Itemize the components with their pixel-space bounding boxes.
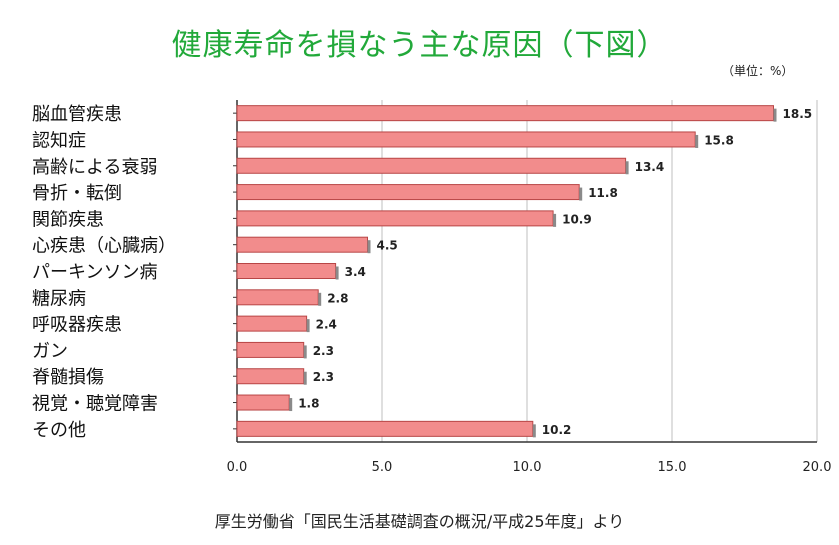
bar-shadow bbox=[532, 424, 536, 438]
category-label: ガン bbox=[32, 341, 68, 362]
category-label: 心疾患（心臓病） bbox=[32, 236, 176, 257]
bar-shadow bbox=[773, 108, 777, 122]
data-label: 2.3 bbox=[313, 370, 334, 384]
category-label: 骨折・転倒 bbox=[32, 183, 122, 204]
data-label: 18.5 bbox=[783, 107, 813, 121]
x-tick-label: 15.0 bbox=[658, 460, 687, 475]
data-label: 4.5 bbox=[377, 239, 398, 253]
bar-shadow bbox=[318, 292, 322, 306]
x-tick-label: 20.0 bbox=[803, 460, 832, 475]
bar bbox=[236, 157, 627, 174]
bar bbox=[236, 368, 305, 385]
category-label: 脳血管疾患 bbox=[32, 104, 122, 125]
bar-shadow bbox=[306, 319, 310, 333]
category-label: 高齢による衰弱 bbox=[32, 157, 157, 178]
category-label: 関節疾患 bbox=[32, 209, 104, 230]
bar-shadow bbox=[335, 266, 339, 280]
category-label: 視覚・聴覚障害 bbox=[32, 394, 158, 415]
bar bbox=[236, 420, 534, 437]
bar bbox=[236, 210, 554, 227]
bar-shadow bbox=[289, 398, 293, 412]
bar-shadow bbox=[579, 187, 583, 201]
bar bbox=[236, 289, 319, 306]
bar bbox=[236, 315, 308, 332]
bar bbox=[236, 263, 337, 279]
data-label: 2.3 bbox=[313, 344, 334, 358]
data-label: 15.8 bbox=[704, 133, 734, 147]
data-label: 1.8 bbox=[298, 397, 319, 411]
bar-shadow bbox=[303, 345, 307, 359]
data-label: 10.9 bbox=[562, 212, 592, 226]
category-label: その他 bbox=[32, 420, 86, 441]
unit-note: （単位：%） bbox=[722, 64, 794, 78]
bar-shadow bbox=[625, 161, 629, 175]
category-label: パーキンソン病 bbox=[32, 262, 157, 283]
bar bbox=[236, 131, 696, 148]
data-label: 2.8 bbox=[327, 291, 348, 305]
category-label: 脊髄損傷 bbox=[32, 367, 104, 388]
bar-shadow bbox=[367, 240, 371, 254]
bar bbox=[236, 105, 774, 122]
x-tick-label: 10.0 bbox=[513, 460, 542, 475]
data-label: 13.4 bbox=[635, 160, 665, 174]
category-label: 糖尿病 bbox=[32, 288, 86, 309]
chart-title: 健康寿命を損なう主な原因（下図） bbox=[171, 28, 668, 63]
bar-shadow bbox=[695, 134, 699, 148]
category-label: 呼吸器疾患 bbox=[32, 315, 122, 336]
data-label: 2.4 bbox=[316, 318, 337, 332]
bar-shadow bbox=[303, 371, 307, 385]
category-label: 認知症 bbox=[32, 130, 86, 151]
source-note: 厚生労働省「国民生活基礎調査の概況/平成25年度」より bbox=[214, 512, 625, 531]
data-label: 11.8 bbox=[588, 186, 618, 200]
x-tick-label: 5.0 bbox=[372, 460, 393, 475]
data-label: 3.4 bbox=[345, 265, 366, 279]
x-tick-label: 0.0 bbox=[227, 460, 248, 475]
bar bbox=[236, 184, 580, 201]
bar-shadow bbox=[553, 213, 557, 227]
bar bbox=[236, 236, 368, 253]
bar bbox=[236, 394, 290, 411]
data-label: 10.2 bbox=[542, 423, 572, 437]
bar bbox=[236, 341, 305, 358]
